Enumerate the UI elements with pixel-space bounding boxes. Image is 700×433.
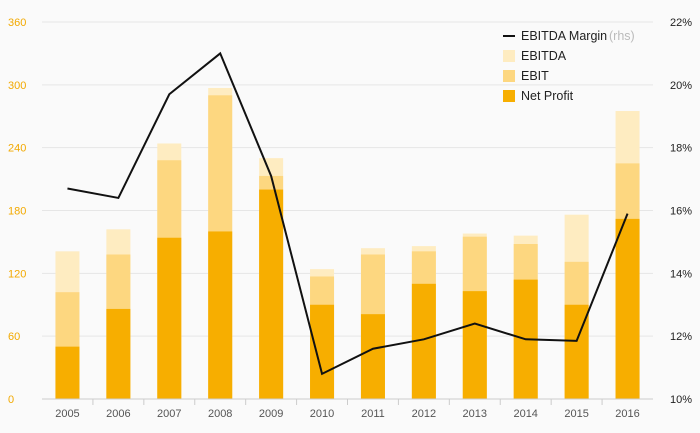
y-tick-label-left: 300 <box>8 80 26 92</box>
x-tick-label: 2012 <box>412 408 436 420</box>
x-tick-label: 2010 <box>310 408 334 420</box>
x-tick-label: 2014 <box>513 408 537 420</box>
margin-line <box>67 51 629 376</box>
legend-label-ebitda-margin: EBITDA Margin <box>521 29 607 43</box>
y-tick-label-left: 360 <box>8 17 26 29</box>
bars <box>55 87 640 400</box>
y-tick-label-left: 180 <box>8 206 26 218</box>
x-tick-label: 2005 <box>55 408 79 420</box>
y-tick-label-right: 22% <box>670 17 692 29</box>
y-tick-label-left: 60 <box>8 331 20 343</box>
bar-net-profit <box>310 304 335 399</box>
grid-lines <box>42 21 653 405</box>
x-tick-label: 2015 <box>564 408 588 420</box>
y-tick-label-right: 20% <box>670 80 692 92</box>
y-tick-label-right: 16% <box>670 206 692 218</box>
legend-swatch-net-profit <box>503 90 515 102</box>
bar-net-profit <box>259 189 284 399</box>
y-tick-label-right: 18% <box>670 143 692 155</box>
legend: EBITDA Margin (rhs) EBITDA EBIT Net Prof… <box>503 29 635 103</box>
bar-net-profit <box>157 237 182 399</box>
y-tick-label-right: 12% <box>670 331 692 343</box>
bar-net-profit <box>462 291 487 399</box>
legend-label-ebitda: EBITDA <box>521 49 567 63</box>
axes: 0 60 120 180 240 300 360 10% 12% 14% 16% 18% 20% 22% 2… <box>8 17 692 420</box>
bar-net-profit <box>360 314 385 399</box>
bar-net-profit <box>55 346 80 399</box>
y-tick-label-right: 14% <box>670 268 692 280</box>
bar-net-profit <box>106 308 131 399</box>
x-tick-label: 2013 <box>463 408 487 420</box>
legend-swatch-ebit <box>503 70 515 82</box>
bar-net-profit <box>208 231 233 399</box>
x-tick-label: 2009 <box>259 408 283 420</box>
y-tick-label-left: 240 <box>8 143 26 155</box>
x-tick-label: 2006 <box>106 408 130 420</box>
legend-label-ebitda-margin-suffix: (rhs) <box>609 29 635 43</box>
legend-label-net-profit: Net Profit <box>521 89 574 103</box>
legend-label-ebit: EBIT <box>521 69 549 83</box>
legend-swatch-ebitda <box>503 50 515 62</box>
x-tick-label: 2011 <box>361 408 385 420</box>
y-tick-label-left: 120 <box>8 268 26 280</box>
bar-net-profit <box>615 218 640 399</box>
y-tick-label-left: 0 <box>8 394 14 406</box>
x-tick-label: 2016 <box>615 408 639 420</box>
x-tick-label: 2007 <box>157 408 181 420</box>
line-ebitda-margin <box>67 51 629 376</box>
y-tick-label-right: 10% <box>670 394 692 406</box>
x-tick-label: 2008 <box>208 408 232 420</box>
